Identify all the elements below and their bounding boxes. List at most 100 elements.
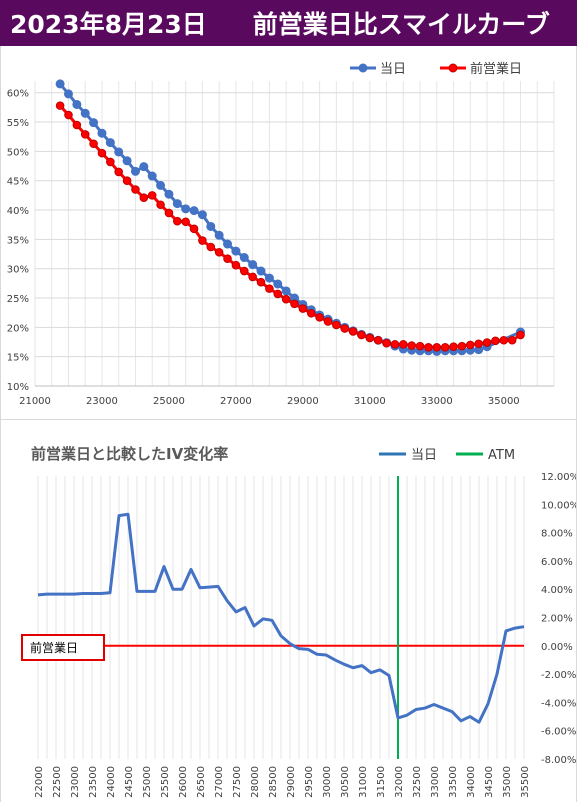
point-prev <box>315 313 324 322</box>
point-today <box>256 266 266 276</box>
point-prev <box>474 339 483 349</box>
point-today <box>55 79 65 89</box>
point-prev <box>106 157 115 167</box>
point-prev <box>457 341 467 351</box>
reference-label-text: 前営業日 <box>30 640 78 655</box>
legend-marker-today <box>358 63 368 73</box>
y-tick-label: 55% <box>7 118 29 129</box>
series-line-today <box>37 512 525 724</box>
x-tick-label: 25500 <box>160 766 171 798</box>
point-today <box>206 221 216 231</box>
x-tick-label: 29000 <box>287 396 319 407</box>
iv-change-panel: 前営業日と比較したIV変化率 当日 ATM 12.00% 10.00% 8.00% 6… <box>0 420 577 802</box>
x-tick-label: 35500 <box>520 766 531 798</box>
point-prev <box>248 272 257 282</box>
point-prev <box>156 200 165 210</box>
point-prev <box>256 277 266 287</box>
point-prev <box>80 130 90 139</box>
chart-title: 前営業日と比較したIV変化率 <box>31 445 228 463</box>
point-today <box>89 118 99 128</box>
y-tick-label: 50% <box>7 147 29 158</box>
y-tick-label: 20% <box>7 323 29 334</box>
point-prev <box>147 191 157 200</box>
report-date: 2023年8月23日 <box>10 10 207 39</box>
point-prev <box>465 340 475 350</box>
y-tick-label: 40% <box>7 206 29 217</box>
x-tick-label: 22000 <box>34 766 45 798</box>
x-tick-label: 29000 <box>286 766 297 798</box>
point-today <box>214 230 224 240</box>
point-prev <box>407 341 416 350</box>
x-tick-label: 35000 <box>502 766 513 798</box>
x-tick-label: 25000 <box>142 766 153 798</box>
point-prev <box>131 185 140 194</box>
point-prev <box>365 333 375 343</box>
point-prev <box>432 342 442 352</box>
smile-curve-chart: 21000 23000 25000 27000 29000 31000 33000 35000… <box>7 61 555 407</box>
point-prev <box>348 327 358 336</box>
point-prev <box>223 254 232 264</box>
point-today <box>239 253 249 263</box>
point-today <box>181 204 191 214</box>
point-prev <box>440 342 450 352</box>
point-prev <box>231 260 241 270</box>
series-line-prev <box>58 104 522 349</box>
x-tick-label: 33500 <box>448 766 459 798</box>
x-tick-label: 33000 <box>421 396 453 407</box>
plot-area <box>55 79 526 356</box>
x-tick-label: 30000 <box>322 766 333 798</box>
point-prev <box>239 266 249 276</box>
legend-label-atm: ATM <box>488 448 515 463</box>
y-tick-label: 10.00% <box>541 500 576 511</box>
point-today <box>156 180 166 190</box>
point-prev <box>273 289 283 299</box>
point-prev <box>97 148 107 158</box>
x-tick-label: 23000 <box>70 766 81 798</box>
x-axis: 22000 22500 23000 23500 24000 24500 25000 25500… <box>34 766 531 798</box>
point-prev <box>290 299 299 309</box>
point-prev <box>306 308 316 318</box>
point-today <box>139 162 149 172</box>
x-tick-label: 27500 <box>232 766 243 798</box>
x-tick-label: 24500 <box>124 766 135 798</box>
point-today <box>197 210 207 220</box>
point-prev <box>114 167 124 177</box>
point-today <box>63 89 73 99</box>
point-prev <box>89 139 98 149</box>
point-prev <box>281 294 291 304</box>
x-tick-label: 34000 <box>466 766 477 798</box>
y-tick-label: -2.00% <box>541 670 576 681</box>
legend: 当日 ATM <box>379 448 515 463</box>
y-tick-label: 0.00% <box>541 642 573 653</box>
x-tick-label: 31000 <box>358 766 369 798</box>
y-tick-label: 15% <box>7 353 29 364</box>
point-today <box>147 171 157 181</box>
y-tick-label: 6.00% <box>541 557 573 568</box>
x-tick-label: 32500 <box>412 766 423 798</box>
y-tick-label: -4.00% <box>541 698 576 709</box>
x-tick-label: 23500 <box>88 766 99 798</box>
reference-label-box <box>21 634 105 661</box>
point-prev <box>499 335 509 345</box>
point-today <box>172 199 182 209</box>
y-tick-label: 12.00% <box>541 472 576 483</box>
legend-label-prev: 前営業日 <box>470 61 522 77</box>
point-prev <box>323 317 333 326</box>
point-prev <box>64 110 73 120</box>
x-tick-label: 24000 <box>106 766 117 798</box>
x-tick-label: 31000 <box>354 396 386 407</box>
point-prev <box>415 341 425 351</box>
series-line-today <box>58 82 522 353</box>
legend-label-today: 当日 <box>411 448 437 463</box>
x-tick-label: 27000 <box>220 396 252 407</box>
point-prev <box>507 335 517 345</box>
point-prev <box>206 242 216 252</box>
point-today <box>231 246 241 256</box>
point-prev <box>164 208 174 218</box>
point-today <box>273 279 283 289</box>
point-prev <box>72 120 82 130</box>
point-prev <box>214 247 224 257</box>
y-axis: 12.00% 10.00% 8.00% 6.00% 4.00% 2.00% 0.00% -2.… <box>541 472 577 766</box>
iv-change-chart: 前営業日と比較したIV変化率 当日 ATM 12.00% 10.00% 8.00% 6… <box>21 445 577 798</box>
point-today <box>72 99 82 109</box>
